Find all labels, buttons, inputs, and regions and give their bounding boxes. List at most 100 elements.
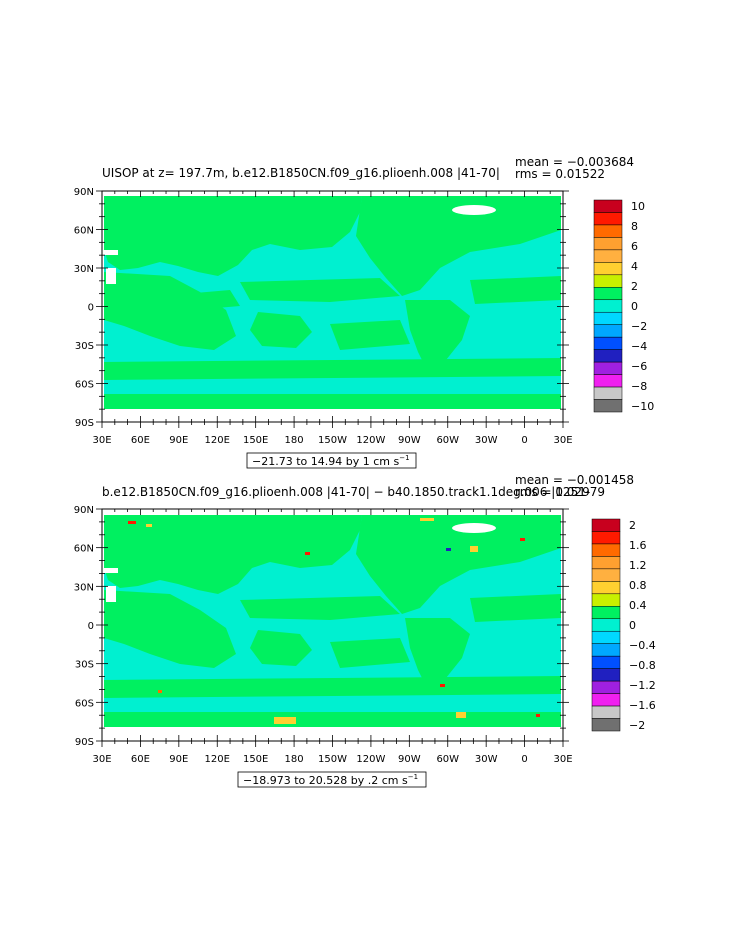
panel-1-continent-america-north	[356, 196, 561, 296]
y-tick-label: 60S	[75, 698, 94, 709]
x-tick-label: 30E	[92, 754, 111, 765]
panel-2-anomaly-speckle	[440, 684, 445, 687]
y-tick-label: 90S	[75, 418, 94, 429]
colorbar-label: 0.8	[629, 579, 647, 592]
y-tick-label: 0	[88, 621, 94, 632]
panel-1-missing-greenland	[452, 205, 496, 215]
x-tick-label: 120E	[205, 754, 230, 765]
y-tick-label: 60S	[75, 380, 94, 391]
x-tick-label: 90W	[398, 435, 421, 446]
y-tick-label: 30S	[75, 660, 94, 671]
colorbar-label: 2	[629, 519, 636, 532]
x-tick-label: 90E	[169, 435, 188, 446]
x-tick-label: 60W	[436, 754, 459, 765]
colorbar-swatch	[593, 349, 623, 363]
x-tick-label: 120E	[205, 435, 230, 446]
colorbar-label: −0.4	[629, 639, 656, 652]
colorbar-swatch	[593, 374, 623, 388]
colorbar-swatch	[593, 361, 623, 375]
colorbar-swatch	[593, 324, 623, 338]
y-tick-label: 90N	[74, 187, 94, 198]
colorbar-swatch	[593, 287, 623, 301]
colorbar-swatch	[591, 568, 621, 582]
panel-2-title: b.e12.B1850CN.f09_g16.plioenh.008 |41-70…	[102, 485, 590, 499]
panel-2-band-southern-ocean	[104, 676, 561, 698]
colorbar-swatch	[593, 224, 623, 238]
colorbar-swatch	[591, 556, 621, 570]
colorbar-label: −2	[629, 719, 645, 732]
panel-2-anomaly-speckle	[446, 548, 451, 551]
colorbar-swatch	[593, 399, 623, 413]
x-tick-label: 90E	[169, 754, 188, 765]
x-tick-label: 150E	[243, 754, 268, 765]
panel-2-continent-antarctica	[104, 712, 561, 727]
y-tick-label: 60N	[74, 544, 94, 555]
colorbar-swatch	[591, 618, 621, 632]
colorbar-swatch	[591, 531, 621, 545]
panel-1-missing-caspian-2	[106, 268, 116, 284]
colorbar-swatch	[591, 543, 621, 557]
colorbar-swatch	[593, 212, 623, 226]
panel-2-y-axis: 90N 60N 30N 0 30S 60S 90S	[74, 505, 569, 748]
x-tick-label: 150E	[243, 435, 268, 446]
panel-1-band-atlantic	[470, 276, 561, 304]
panel-1: UISOP at z= 197.7m, b.e12.B1850CN.f09_g1…	[74, 155, 654, 469]
colorbar-swatch	[591, 606, 621, 620]
panel-1-band-south-pacific	[330, 320, 410, 350]
colorbar-swatch	[591, 518, 621, 532]
panel-1-continent-south-america	[405, 300, 470, 372]
panel-2-continent-south-america	[405, 618, 470, 690]
x-tick-label: 60E	[131, 754, 150, 765]
panel-1-continent-eurasia	[104, 196, 362, 276]
colorbar-swatch	[593, 262, 623, 276]
panel-2-band-north-pacific	[240, 596, 400, 620]
colorbar-label: 0.4	[629, 599, 647, 612]
panel-2-anomaly-speckle	[305, 552, 310, 555]
x-tick-label: 120W	[356, 435, 385, 446]
panel-1-continent-australia	[250, 312, 312, 348]
panel-2-anomaly-speckle	[420, 518, 434, 521]
colorbar-label: −6	[631, 360, 647, 373]
x-tick-label: 180	[285, 754, 304, 765]
colorbar-label: −10	[631, 400, 654, 413]
panel-1-continent-antarctica	[104, 394, 561, 409]
colorbar-label: 0	[629, 619, 636, 632]
panel-2-x-axis: 30E 60E 90E 120E 150E 180 150W 120W 90W 60W 30W 0 30…	[92, 509, 573, 765]
panel-2: b.e12.B1850CN.f09_g16.plioenh.008 |41-70…	[74, 473, 656, 788]
panel-2-missing-caspian	[104, 568, 118, 573]
panel-1-x-axis: 30E 60E 90E 120E 150E 180 150W 120W 90W 60W 30W 0 30…	[92, 191, 573, 446]
colorbar-label: −2	[631, 320, 647, 333]
colorbar-swatch	[591, 680, 621, 694]
colorbar-label: 1.6	[629, 539, 647, 552]
panel-2-range-box	[237, 771, 427, 788]
x-tick-label: 60E	[131, 435, 150, 446]
colorbar-label: 10	[631, 200, 645, 213]
panel-2-anomaly-speckle	[146, 524, 152, 527]
colorbar-swatch	[593, 311, 623, 325]
colorbar-swatch	[593, 274, 623, 288]
colorbar-label: −1.2	[629, 679, 656, 692]
colorbar-label: 0	[631, 300, 638, 313]
colorbar-label: −1.6	[629, 699, 656, 712]
colorbar-label: 4	[631, 260, 638, 273]
colorbar-swatch	[591, 693, 621, 707]
colorbar-swatch	[593, 336, 623, 350]
panel-2-mean: mean = −0.001458	[515, 473, 634, 487]
panel-2-rms: rms = 0.02979	[515, 485, 605, 499]
colorbar-swatch	[591, 655, 621, 669]
colorbar-swatch	[591, 581, 621, 595]
panel-1-band-southern-ocean	[104, 358, 561, 380]
x-tick-label: 60W	[436, 435, 459, 446]
panel-1-plot-area	[101, 190, 564, 423]
panel-2-anomaly-speckle	[128, 521, 136, 524]
panel-2-band-south-pacific	[330, 638, 410, 668]
x-tick-label: 0	[521, 435, 527, 446]
colorbar-swatch	[591, 593, 621, 607]
colorbar-swatch	[593, 249, 623, 263]
colorbar-swatch	[591, 643, 621, 657]
panel-1-mean: mean = −0.003684	[515, 155, 634, 169]
panel-2-anomaly-speckle	[470, 546, 478, 552]
x-tick-label: 30E	[553, 435, 572, 446]
colorbar-label: −8	[631, 380, 647, 393]
y-tick-label: 0	[88, 303, 94, 314]
